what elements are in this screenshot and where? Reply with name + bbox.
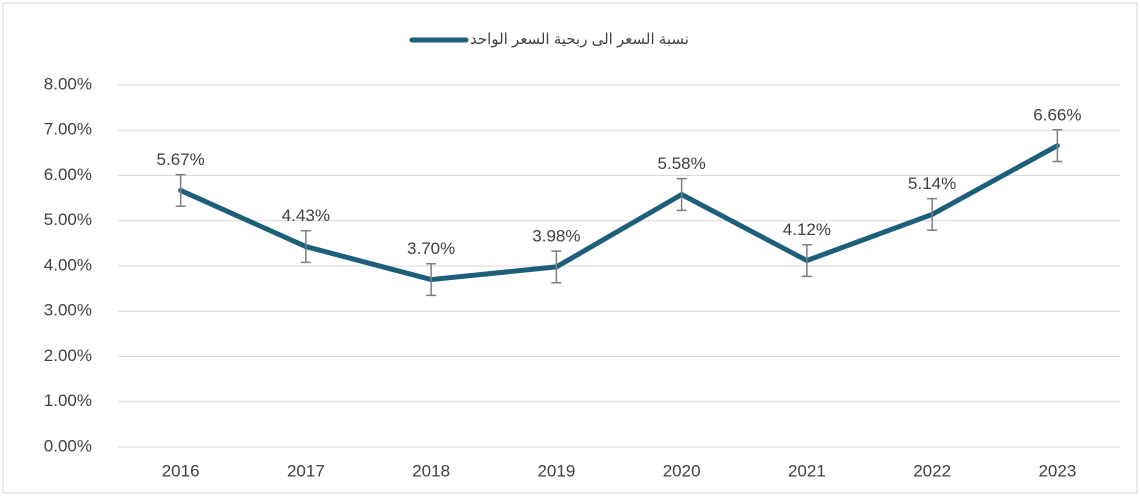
x-tick-label: 2016	[162, 461, 200, 480]
error-bar	[801, 243, 812, 278]
error-bar	[175, 173, 186, 208]
data-label: 4.12%	[783, 220, 831, 239]
data-label: 6.66%	[1033, 105, 1081, 124]
x-tick-label: 2020	[663, 461, 701, 480]
error-bar	[1052, 129, 1063, 163]
y-tick-label: 1.00%	[44, 391, 92, 410]
series-line	[178, 143, 1060, 283]
y-tick-label: 8.00%	[44, 74, 92, 93]
error-bar	[676, 177, 687, 212]
x-tick-label: 2019	[537, 461, 575, 480]
y-tick-label: 5.00%	[44, 210, 92, 229]
x-tick-label: 2017	[287, 461, 325, 480]
y-tick-label: 3.00%	[44, 301, 92, 320]
x-tick-label: 2022	[913, 461, 951, 480]
data-label: 5.58%	[658, 154, 706, 173]
x-tick-label: 2018	[412, 461, 450, 480]
x-tick-label: 2023	[1038, 461, 1076, 480]
data-label: 5.67%	[157, 150, 205, 169]
error-bar	[426, 262, 437, 297]
y-tick-label: 0.00%	[44, 436, 92, 455]
legend-label: نسبة السعر الى ربحية السعر الواحد	[470, 31, 689, 48]
data-label: 4.43%	[282, 206, 330, 225]
data-label: 5.14%	[908, 174, 956, 193]
y-tick-label: 7.00%	[44, 120, 92, 139]
y-tick-label: 6.00%	[44, 165, 92, 184]
y-tick-label: 4.00%	[44, 255, 92, 274]
data-label: 3.70%	[407, 239, 455, 258]
x-tick-label: 2021	[788, 461, 826, 480]
error-bar	[927, 197, 938, 232]
error-bar	[551, 250, 562, 284]
y-tick-label: 2.00%	[44, 346, 92, 365]
error-bar	[300, 229, 311, 264]
data-label: 3.98%	[532, 227, 580, 246]
